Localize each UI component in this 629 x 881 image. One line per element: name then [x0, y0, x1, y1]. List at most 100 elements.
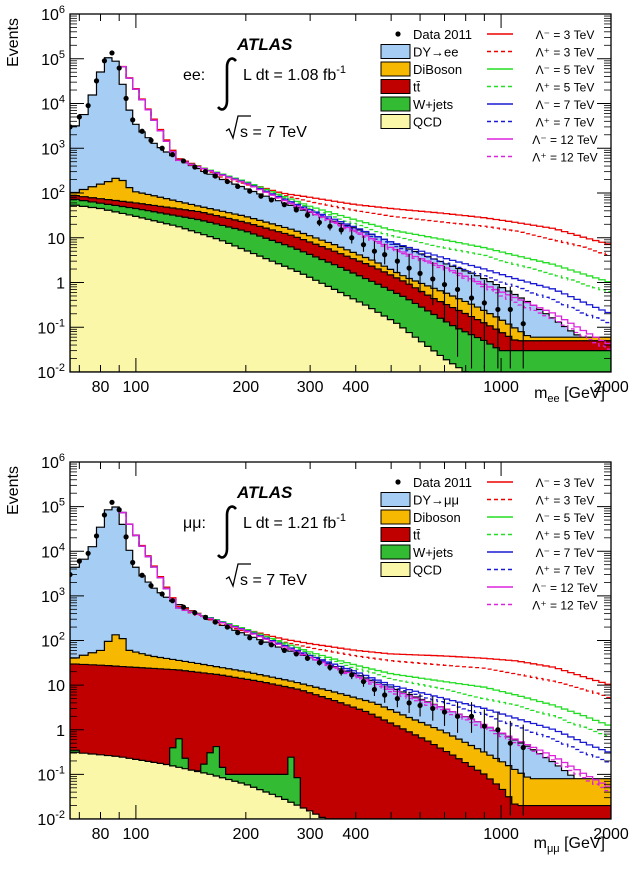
- y-tick-label: 102: [41, 183, 65, 203]
- data-point: [281, 202, 287, 208]
- data-point: [93, 533, 100, 539]
- data-point: [76, 114, 82, 120]
- data-point: [454, 286, 461, 293]
- data-point: [481, 723, 487, 729]
- y-tick-label: 10-2: [37, 362, 65, 382]
- data-point: [109, 50, 115, 56]
- data-point: [169, 152, 176, 158]
- data-point: [360, 678, 367, 685]
- legend-label: W+jets: [413, 545, 454, 560]
- legend-ci-label: Λ⁺ = 7 TeV: [536, 564, 595, 578]
- data-point: [406, 265, 412, 271]
- legend-label: Data 2011: [413, 27, 472, 42]
- x-tick-label: 1000: [483, 379, 519, 396]
- data-point: [224, 624, 230, 630]
- x-axis-label-unit: [GeV]: [560, 385, 605, 402]
- data-point: [93, 78, 100, 84]
- y-tick-label: 106: [41, 4, 65, 24]
- legend-swatch: [380, 562, 411, 577]
- sqrt-icon: [225, 563, 251, 589]
- data-point: [338, 669, 344, 675]
- data-point: [371, 248, 378, 254]
- qcd-histogram: [70, 751, 611, 819]
- legend-swatch: [380, 544, 411, 560]
- y-tick-label: 10: [47, 678, 65, 695]
- x-tick-label: 300: [297, 379, 324, 396]
- data-point: [382, 252, 388, 258]
- data-point: [406, 700, 412, 706]
- x-tick-label: 200: [232, 826, 259, 843]
- legend-label: DY→ee: [413, 45, 459, 60]
- legend-label: Data 2011: [413, 475, 472, 490]
- legend-swatch: [380, 509, 411, 525]
- x-tick-label: 2000: [593, 379, 629, 396]
- data-point: [159, 145, 165, 151]
- x-tick-label: 100: [123, 379, 150, 396]
- data-point: [235, 630, 241, 636]
- data-point: [159, 591, 165, 597]
- y-tick-base: 10: [41, 455, 59, 472]
- data-point: [268, 197, 275, 203]
- data-point: [281, 647, 287, 654]
- legend-ci-label: Λ⁻ = 12 TeV: [532, 133, 597, 147]
- y-tick-base: 10: [41, 544, 59, 561]
- x-tick-label: 2000: [593, 826, 629, 843]
- data-point: [258, 193, 264, 199]
- data-point: [101, 512, 108, 518]
- x-axis-label: mμμ [GeV]: [534, 835, 605, 855]
- y-tick-base: 10: [41, 634, 59, 651]
- legend-ci-label: Λ⁻ = 3 TeV: [536, 476, 595, 490]
- legend-ci-label: Λ⁻ = 5 TeV: [536, 511, 595, 525]
- ci-curve-2: [119, 66, 611, 256]
- data-point: [394, 258, 400, 264]
- data-point: [417, 270, 423, 276]
- data-point: [293, 207, 299, 213]
- y-tick-exponent: 6: [59, 452, 65, 464]
- legend-ci-label: Λ⁻ = 7 TeV: [536, 546, 595, 560]
- y-tick-base: 10: [41, 500, 59, 517]
- x-tick-label: 400: [342, 826, 369, 843]
- y-axis-label: Events: [5, 466, 22, 515]
- y-tick-label: 104: [41, 94, 65, 114]
- x-tick-label: 80: [92, 826, 110, 843]
- data-point: [293, 651, 299, 657]
- data-point: [85, 102, 91, 109]
- integral-sign-icon: [217, 505, 237, 559]
- data-point: [304, 655, 311, 661]
- x-tick-label: 300: [297, 826, 324, 843]
- y-tick-base: 10: [41, 141, 59, 158]
- data-point: [123, 95, 129, 102]
- luminosity-exponent: -1: [336, 64, 346, 76]
- data-point: [116, 507, 122, 513]
- y-tick-label: 103: [41, 586, 65, 606]
- legend-ci-label: Λ⁻ = 12 TeV: [532, 581, 597, 595]
- data-point: [468, 713, 475, 719]
- legend-swatch: [380, 44, 411, 59]
- y-tick-base: 10: [41, 186, 59, 203]
- legend-label: QCD: [413, 563, 442, 578]
- y-tick-base: 10: [37, 320, 55, 337]
- data-point: [507, 306, 513, 313]
- y-tick-label: 10-2: [37, 809, 65, 829]
- ci-curve-8: [119, 66, 611, 350]
- x-tick-label: 200: [232, 379, 259, 396]
- y-tick-label: 105: [41, 497, 65, 517]
- data-point: [316, 219, 322, 226]
- data-point: [169, 598, 176, 604]
- legend-ci-label: Λ⁻ = 5 TeV: [536, 63, 595, 77]
- y-tick-label: 10-1: [37, 317, 65, 337]
- y-tick-exponent: -2: [55, 362, 65, 374]
- data-point: [258, 639, 264, 646]
- data-point: [148, 137, 154, 143]
- luminosity-prefix: L dt = 1.21 fb: [243, 515, 336, 532]
- y-tick-exponent: 2: [59, 183, 65, 195]
- data-point: [130, 559, 136, 566]
- x-axis-label-sub: ee: [547, 393, 559, 405]
- legend-ci-label: Λ⁺ = 5 TeV: [536, 81, 595, 95]
- y-tick-exponent: 2: [59, 631, 65, 643]
- data-point: [360, 242, 367, 248]
- y-tick-exponent: -1: [55, 764, 65, 776]
- legend-ci-label: Λ⁻ = 7 TeV: [536, 98, 595, 112]
- y-tick-exponent: 4: [59, 94, 65, 106]
- data-point: [520, 321, 526, 327]
